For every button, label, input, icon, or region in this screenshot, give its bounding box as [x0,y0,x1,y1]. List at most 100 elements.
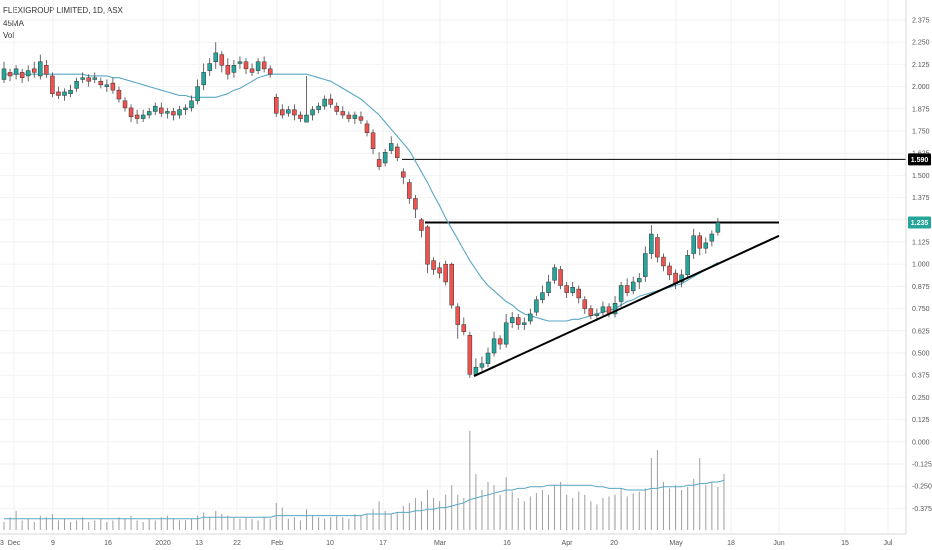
ma-line [4,73,719,322]
candle [467,331,473,378]
candle-body [382,152,388,164]
candle-body [322,98,327,107]
candle-body [310,109,315,116]
candle [630,276,636,295]
ma-indicator-label[interactable]: 45MA [3,19,24,28]
candle [116,86,122,103]
candle [570,281,575,297]
candle [146,107,152,119]
candle-body [292,109,297,116]
candle-body [364,123,370,134]
candle [413,194,418,219]
candle-body [370,132,376,150]
candle-body [316,105,321,110]
candle-body [612,303,618,315]
candle [703,237,709,254]
candle-body [564,285,569,293]
candle-body [328,98,333,105]
price-tag-label: 1.235 [911,220,929,227]
price-tick-label: 1.125 [912,240,930,247]
candle-body [376,159,382,167]
candle-body [509,317,515,324]
candle-body [219,54,225,66]
horizontal-lines[interactable] [402,158,906,224]
volume-indicator-label[interactable]: Vol [3,31,15,40]
candle [19,68,25,84]
candle [346,111,352,123]
candle [637,273,642,290]
candle-body [68,89,73,94]
chart-symbol-title: FLEXIGROUP LIMITED, 1D, ASX [3,6,123,15]
price-tick-label: 0.875 [912,284,930,291]
time-axis[interactable]: Dec 9 16 2020 13 22 Feb 10 17 Mar 16 Apr 20 May 18 Jun 1… [0,540,893,547]
time-tick-label: 20 [610,540,618,547]
candle-body [286,109,291,114]
candle [1,61,7,84]
candle [225,58,231,80]
candle-body [80,77,85,80]
price-tick-label: 0.500 [912,351,930,358]
candle [328,93,333,108]
price-tick-label: 0.250 [912,395,930,402]
candle [171,107,176,121]
candle-body [183,107,188,110]
candle [195,79,200,105]
candle-body [334,105,339,112]
candle-body [449,263,454,306]
candle-body [401,171,406,178]
candle-body [600,306,606,313]
price-tag: 1.235 [908,216,931,229]
candle [231,59,237,78]
volume-ma-line [4,479,725,520]
volume-bars [3,430,725,530]
candle-body [461,324,467,332]
candle [612,296,618,318]
candle-body [516,317,521,325]
price-tick-label: 1.375 [912,195,930,202]
time-tick-label: Apr [562,540,574,547]
candle [582,296,588,314]
candle-body [171,111,176,116]
candle-body [50,75,55,94]
candle [104,79,110,92]
candle [588,305,594,320]
support-trendline[interactable] [473,234,780,377]
candle-body [528,313,533,322]
price-tick-label: 0.750 [912,306,930,313]
candle-body [413,198,418,210]
candle-body [201,72,206,86]
candle [32,61,37,78]
candle [280,104,285,119]
candle [461,317,467,336]
candle [140,109,146,123]
candle-body [455,306,460,325]
candle-body [195,86,200,102]
candle-body [304,114,309,123]
candle-body [25,70,31,77]
candle [7,68,13,82]
price-tick-label: 1.750 [912,129,930,136]
candle-body [624,285,630,293]
time-tick-label: Feb [271,540,283,547]
candle [558,265,563,290]
candle [485,347,491,368]
candle-body [491,338,497,354]
candle [624,278,630,297]
price-tick-label: 1.875 [912,106,930,113]
candle [92,72,97,84]
candle-body [395,146,400,158]
candle-body [570,287,575,293]
candle [497,335,503,350]
candle-body [116,89,122,100]
candle [431,257,436,275]
candle-body [153,105,158,112]
candle-body [207,63,212,71]
price-tick-label: 0.375 [912,373,930,380]
candle [449,262,454,309]
time-tick-label: 16 [104,540,112,547]
candle [261,56,267,73]
candle [249,63,255,76]
price-axis[interactable]: 2.3752.2502.1252.0001.8751.7501.6251.500… [912,18,932,513]
candle [316,102,321,114]
